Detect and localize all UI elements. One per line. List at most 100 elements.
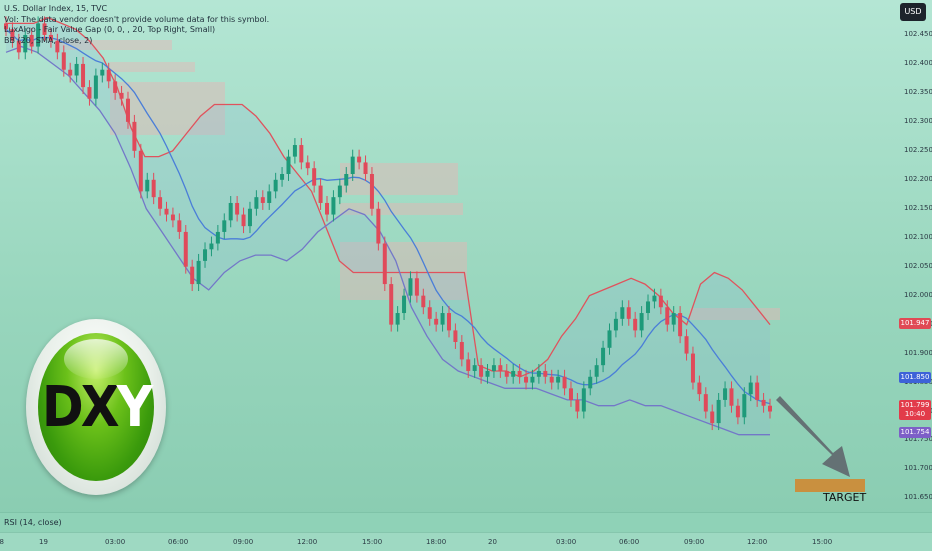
x-tick-label: 03:00 (556, 538, 577, 546)
candle-body (556, 376, 561, 383)
candle-body (665, 307, 670, 325)
candle-body (344, 174, 349, 186)
candle-body (100, 69, 105, 76)
target-zone (795, 479, 865, 492)
candle-body (280, 174, 285, 180)
candle-body (536, 370, 541, 377)
candle-body (511, 370, 516, 377)
candle-body (337, 185, 342, 198)
candle-body (113, 81, 118, 93)
vol-line[interactable]: Vol: The data vendor doesn't provide vol… (4, 14, 270, 24)
candle-body (549, 376, 554, 383)
candle-body (93, 75, 98, 99)
candle-body (453, 330, 458, 342)
candle-body (575, 399, 580, 412)
y-tick-label: 102.300 (904, 116, 932, 125)
candle-body (620, 307, 625, 319)
x-tick-label: 09:00 (233, 538, 254, 546)
candle-body (690, 353, 695, 383)
candle-body (299, 145, 304, 163)
y-tick-label: 102.250 (904, 145, 932, 154)
candle-body (10, 29, 15, 41)
y-tick-label: 102.050 (904, 261, 932, 270)
y-tick-label: 101.650 (904, 493, 932, 502)
x-tick-label: 12:00 (297, 538, 318, 546)
x-tick-label: 18 (0, 538, 4, 546)
x-tick-label: 20 (488, 538, 497, 546)
target-arrow (776, 396, 850, 477)
lower-band (5, 45, 770, 436)
y-tick-label: 102.450 (904, 29, 932, 38)
candle-body (177, 220, 182, 232)
bollinger-fill (6, 17, 770, 435)
x-tick-label: 15:00 (362, 538, 383, 546)
candle-body (29, 34, 34, 47)
dxy-logo-shine (64, 339, 128, 379)
candle-body (639, 313, 644, 331)
candle-body (228, 202, 233, 221)
rsi-pane[interactable]: RSI (14, close) (0, 512, 932, 533)
candle-body (260, 197, 265, 203)
candle-body (530, 376, 535, 383)
candle-body (145, 179, 150, 192)
candle-body (594, 365, 599, 377)
fvg-box (60, 40, 172, 50)
price-tag: 101.754 (899, 427, 931, 438)
y-tick-label: 101.900 (904, 348, 932, 357)
currency-badge[interactable]: USD (900, 3, 926, 21)
candle-body (363, 162, 368, 174)
candle-body (498, 365, 503, 371)
price-tag: 101.799 10:40 (899, 400, 931, 420)
candle-body (626, 307, 631, 319)
fvg-box (340, 242, 467, 300)
price-tag: 101.947 (899, 318, 931, 329)
candle-body (357, 156, 362, 163)
candle-body (61, 52, 66, 70)
candle-body (684, 336, 689, 354)
y-tick-label: 102.000 (904, 290, 932, 299)
candle-body (543, 370, 548, 377)
candle-body (190, 266, 195, 285)
dxy-logo-globe: DXY (38, 333, 154, 481)
candle-body (524, 376, 529, 383)
candle-body (376, 208, 381, 244)
candle-body (203, 249, 208, 261)
bb-line[interactable]: BB (20, SMA, close, 2) (4, 35, 93, 45)
candle-body (671, 313, 676, 325)
candle-body (697, 382, 702, 395)
y-tick-label: 101.750 (904, 435, 932, 444)
candle-body (312, 168, 317, 186)
time-axis[interactable]: 18 19 03:00 06:00 09:00 12:00 15:00 18:00 20 03:0… (0, 532, 932, 551)
candle-body (588, 376, 593, 389)
candle-body (658, 295, 663, 308)
candle-body (170, 214, 175, 221)
luxalgo-line[interactable]: LuxAlgo - Fair Value Gap (0, 0, , 20, To… (4, 25, 216, 34)
x-tick-label: 12:00 (747, 538, 768, 546)
symbol-line[interactable]: U.S. Dollar Index, 15, TVC (4, 4, 108, 13)
candle-body (16, 40, 21, 53)
candle-body (125, 98, 130, 122)
x-tick-label: 09:00 (684, 538, 705, 546)
legend: U.S. Dollar Index, 15, TVC Vol: The data… (4, 4, 269, 46)
y-tick-label: 102.150 (904, 203, 932, 212)
candle-body (440, 313, 445, 325)
candle-body (68, 69, 73, 76)
candle-body (48, 34, 53, 41)
candle-body (389, 284, 394, 325)
x-tick-label: 15:00 (812, 538, 833, 546)
candle-body (74, 63, 79, 76)
candle-body (491, 365, 496, 371)
candle-body (562, 376, 567, 389)
candle-body (742, 394, 747, 418)
candle-body (517, 370, 522, 377)
x-tick-label: 06:00 (168, 538, 189, 546)
candle-body (459, 342, 464, 360)
candle-body (55, 40, 60, 53)
candle-body (703, 394, 708, 412)
x-tick-label: 19 (39, 538, 48, 546)
candle-body (735, 405, 740, 418)
candle-body (209, 243, 214, 250)
candle-body (678, 313, 683, 337)
candle-body (164, 208, 169, 215)
